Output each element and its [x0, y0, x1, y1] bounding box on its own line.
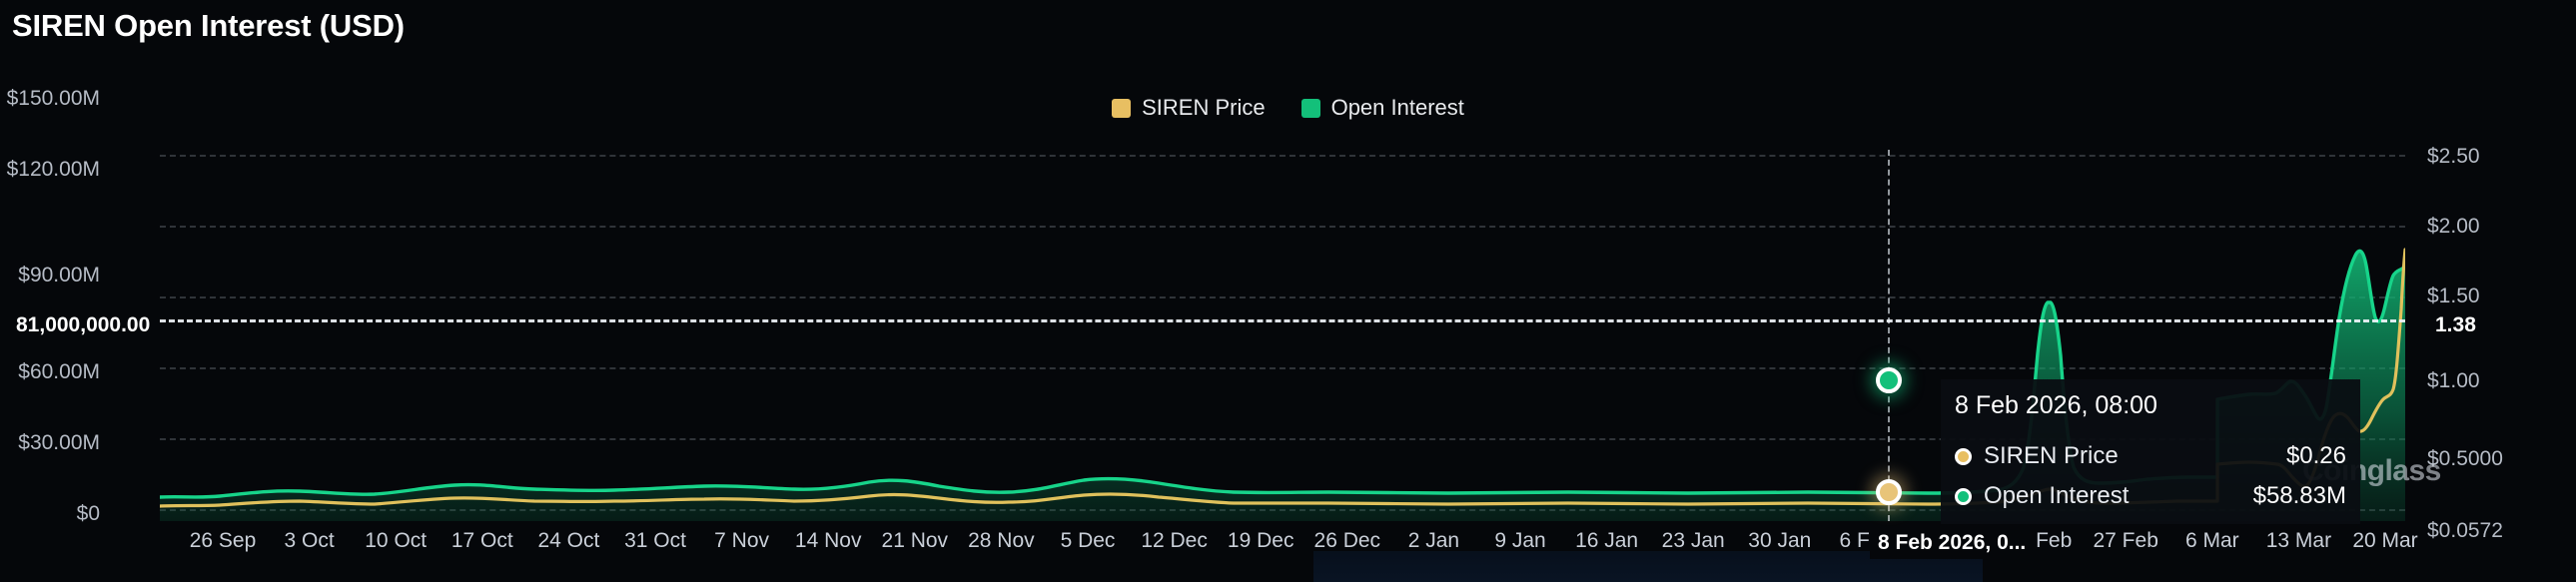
- y-axis-right-tick: $0.5000: [2427, 447, 2503, 470]
- legend-label: SIREN Price: [1142, 95, 1266, 120]
- y-axis-right-tick: $2.50: [2427, 145, 2480, 168]
- crosshair-horizontal-line: [160, 319, 2405, 322]
- legend-label: Open Interest: [1330, 95, 1464, 120]
- siren-price-marker: [1876, 479, 1902, 505]
- tooltip-series-value: $0.26: [2285, 442, 2346, 469]
- x-axis-tick: 24 Oct: [537, 529, 600, 552]
- x-axis-tick: 12 Dec: [1141, 529, 1208, 552]
- crosshair-x-value-badge: 8 Feb 2026, 0...: [1870, 527, 2035, 559]
- x-axis-tick: 10 Oct: [365, 529, 428, 552]
- x-axis-tick: 7 Nov: [714, 529, 770, 552]
- x-axis-tick: 16 Jan: [1575, 529, 1639, 552]
- gridline: [160, 438, 2405, 440]
- tooltip-date: 8 Feb 2026, 08:00: [1955, 391, 2157, 419]
- y-axis-right-tick: $0.0572: [2427, 519, 2503, 542]
- x-axis-tick: 26 Dec: [1313, 529, 1381, 552]
- y-axis-left-tick: $0: [76, 502, 100, 525]
- y-axis-right-tick: $1.00: [2427, 369, 2480, 392]
- gridline: [160, 367, 2405, 369]
- y-axis-left-tick: $30.00M: [18, 431, 100, 454]
- x-axis-tick: 2 Jan: [1407, 529, 1460, 552]
- y-axis-right-tick: $1.50: [2427, 285, 2480, 307]
- chart-tooltip: 8 Feb 2026, 08:00 SIREN Price $0.26 Open…: [1941, 379, 2360, 524]
- y-axis-left-tick: $120.00M: [6, 158, 100, 181]
- x-axis-tick: 6 Mar: [2184, 529, 2239, 552]
- x-axis-tick: 31 Oct: [624, 529, 686, 552]
- y-axis-left-tick: $90.00M: [18, 264, 100, 287]
- gridline: [160, 296, 2405, 298]
- page-title: SIREN Open Interest (USD): [12, 8, 405, 43]
- series-dot-icon: [1955, 487, 1972, 505]
- y-axis-left-tick: $60.00M: [18, 360, 100, 383]
- open-interest-marker: [1876, 367, 1902, 393]
- x-axis-tick: 27 Feb: [2093, 529, 2158, 552]
- x-axis-tick: 20 Mar: [2352, 529, 2418, 552]
- tooltip-row-siren-price: SIREN Price $0.26: [1955, 442, 2346, 470]
- x-axis-tick: 26 Sep: [189, 529, 257, 552]
- crosshair-right-value-badge: 1.38: [2427, 309, 2484, 341]
- y-axis-right-tick: $2.00: [2427, 215, 2480, 238]
- x-axis-tick: 17 Oct: [450, 529, 513, 552]
- x-axis-tick: 3 Oct: [284, 529, 335, 552]
- tooltip-series-name: SIREN Price: [1984, 442, 2119, 469]
- gridline: [160, 155, 2405, 157]
- crosshair-vertical-line: [1888, 150, 1890, 521]
- chart-legend: SIREN Price Open Interest: [0, 95, 2576, 121]
- x-axis-tick: 28 Nov: [968, 529, 1035, 552]
- tooltip-series-name: Open Interest: [1984, 482, 2130, 509]
- series-dot-icon: [1955, 447, 1972, 465]
- gridline: [160, 226, 2405, 228]
- x-axis-tick: 30 Jan: [1748, 529, 1812, 552]
- x-axis-tick: 21 Nov: [881, 529, 949, 552]
- crosshair-left-value-badge: 81,000,000.00: [8, 309, 159, 341]
- legend-swatch-icon: [1112, 98, 1132, 118]
- tooltip-row-open-interest: Open Interest $58.83M: [1955, 482, 2346, 510]
- legend-swatch-icon: [1300, 98, 1320, 118]
- x-axis-tick: 5 Dec: [1060, 529, 1116, 552]
- legend-item-open-interest[interactable]: Open Interest: [1300, 95, 1464, 121]
- x-axis-tick: 19 Dec: [1227, 529, 1294, 552]
- legend-item-siren-price[interactable]: SIREN Price: [1112, 95, 1266, 121]
- x-axis-tick: 13 Mar: [2265, 529, 2332, 552]
- tooltip-series-value: $58.83M: [2252, 482, 2346, 509]
- x-axis-tick: 14 Nov: [794, 529, 862, 552]
- y-axis-left-tick: $150.00M: [6, 87, 100, 110]
- x-axis-tick: 9 Jan: [1494, 529, 1546, 552]
- x-axis-tick: 23 Jan: [1661, 529, 1725, 552]
